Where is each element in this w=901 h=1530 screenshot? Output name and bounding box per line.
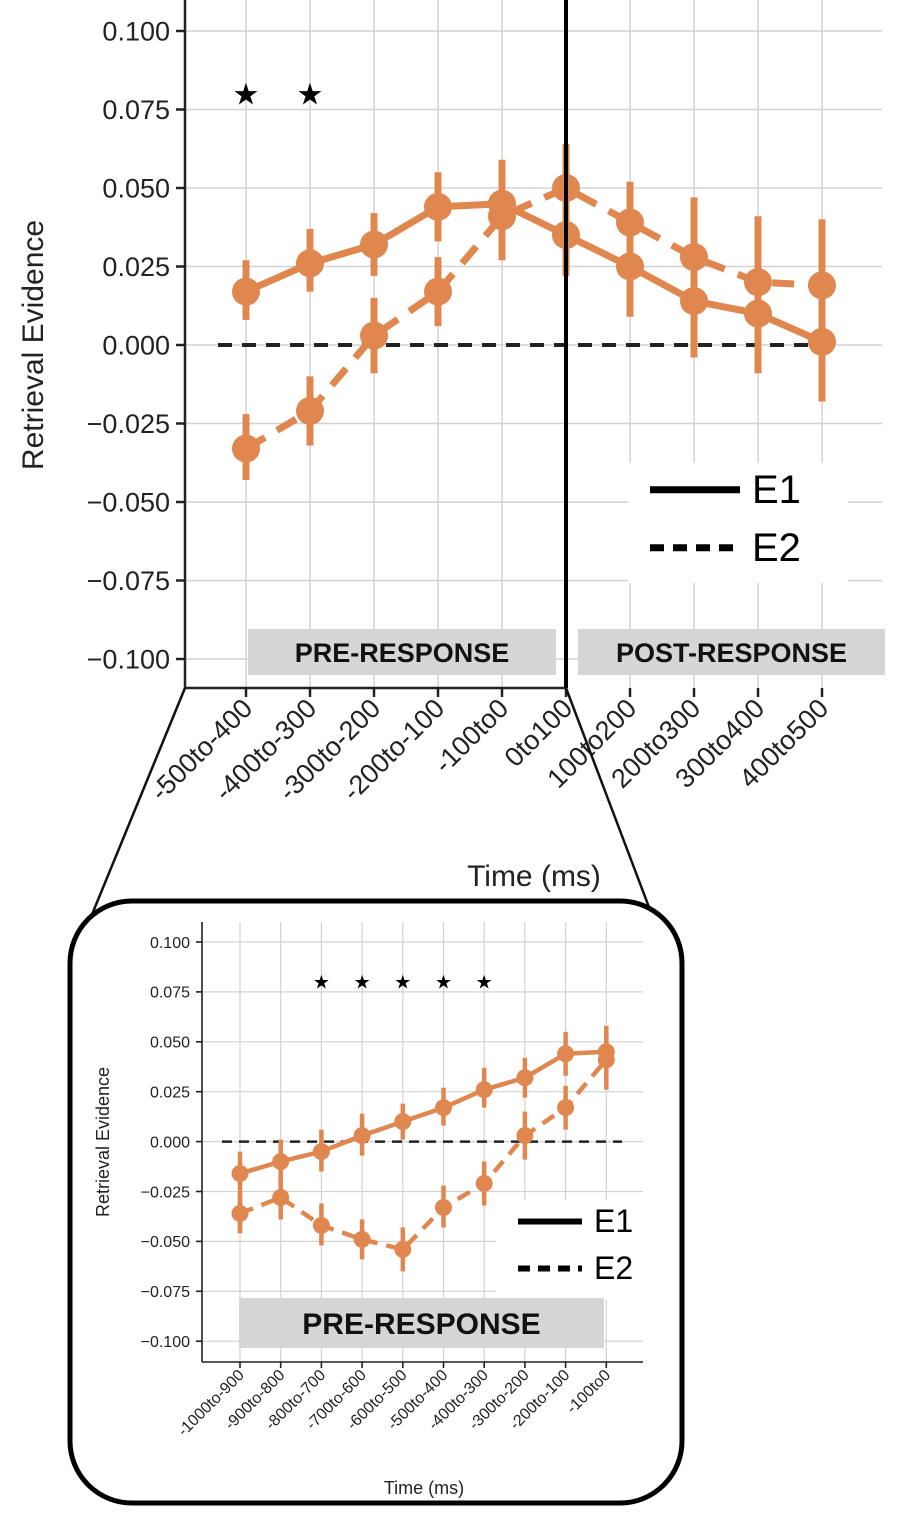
data-point	[435, 1198, 452, 1216]
data-point	[488, 202, 516, 231]
region-box	[578, 629, 885, 675]
y-tick-label: 0.025	[150, 1084, 190, 1101]
region-box	[239, 1298, 604, 1348]
y-tick-label: 0.075	[150, 985, 190, 1002]
data-point	[435, 1099, 452, 1117]
significance-star: ★	[297, 78, 324, 111]
data-point	[597, 1051, 615, 1069]
legend-label: E2	[752, 526, 801, 570]
legend-background	[628, 463, 848, 583]
y-axis-title: Retrieval Evidence	[93, 1067, 113, 1217]
y-tick-label: −0.075	[87, 566, 170, 596]
y-tick-label: 0.000	[102, 331, 170, 361]
series-line	[239, 1058, 609, 1252]
series-line	[239, 1049, 607, 1176]
data-point	[475, 1081, 493, 1099]
y-tick-label: 0.000	[150, 1134, 190, 1151]
data-point	[475, 1175, 493, 1193]
y-tick-label: 0.050	[150, 1035, 190, 1052]
data-point	[360, 230, 388, 259]
significance-star: ★	[394, 973, 411, 994]
y-tick-label: 0.100	[102, 17, 170, 47]
chart-1: PRE-RESPONSE POST-RESPONSE ★ ★ 0.100 0.075 0.0…	[17, 0, 885, 893]
data-point	[312, 1143, 330, 1161]
data-point	[272, 1188, 290, 1206]
legend-label: E1	[752, 468, 801, 512]
data-point	[232, 434, 260, 463]
significance-star: ★	[313, 973, 330, 994]
y-tick-label: −0.025	[141, 1184, 190, 1201]
data-point	[808, 271, 836, 300]
legend-background	[496, 1200, 651, 1300]
region-label: POST-RESPONSE	[616, 638, 847, 668]
y-tick-label: −0.025	[87, 409, 170, 439]
series-E1	[231, 1025, 615, 1232]
data-point	[616, 208, 644, 237]
data-point	[424, 192, 452, 221]
data-point	[424, 277, 452, 306]
legend-label: E2	[594, 1250, 633, 1286]
x-axis-title: Time (ms)	[467, 860, 601, 893]
y-tick-label: −0.100	[87, 645, 170, 675]
significance-star: ★	[476, 973, 493, 994]
y-tick-label: −0.050	[141, 1234, 190, 1251]
data-point	[516, 1069, 534, 1087]
data-point	[272, 1153, 290, 1171]
data-point	[232, 277, 260, 306]
chart-2: PRE-RESPONSE ★ ★ ★ ★ ★ 0.100 0.075 0.050 0.025 0.0…	[93, 922, 651, 1498]
data-point	[360, 321, 388, 350]
data-point	[353, 1127, 371, 1145]
y-tick-label: 0.100	[150, 935, 190, 952]
y-tick-label: −0.075	[141, 1284, 190, 1301]
data-point	[231, 1204, 249, 1222]
series-E2	[231, 1031, 615, 1272]
legend-label: E1	[594, 1203, 633, 1239]
data-point	[680, 243, 708, 272]
inset-border	[67, 898, 685, 1506]
significance-star: ★	[233, 78, 260, 111]
series-line	[244, 200, 824, 346]
data-point	[744, 268, 772, 297]
data-point	[557, 1045, 575, 1063]
y-tick-label: 0.075	[102, 95, 170, 125]
significance-star: ★	[354, 973, 371, 994]
significance-star: ★	[435, 973, 452, 994]
data-point	[312, 1216, 330, 1234]
data-point	[394, 1113, 412, 1131]
y-tick-label: −0.050	[87, 488, 170, 518]
x-axis-title: Time (ms)	[384, 1478, 464, 1498]
y-tick-label: 0.050	[102, 174, 170, 204]
y-tick-label: 0.025	[102, 252, 170, 282]
region-box	[248, 629, 556, 675]
data-point	[557, 1099, 575, 1117]
data-point	[353, 1230, 371, 1248]
data-point	[394, 1240, 412, 1258]
data-point	[296, 249, 324, 278]
data-point	[296, 396, 324, 425]
data-point	[231, 1165, 249, 1183]
y-tick-label: −0.100	[141, 1334, 190, 1351]
series-line	[244, 184, 823, 452]
region-label: PRE-RESPONSE	[302, 1308, 540, 1341]
data-point	[516, 1127, 534, 1145]
y-axis-title: Retrieval Evidence	[17, 220, 50, 470]
inset-panel	[67, 898, 685, 1506]
region-label: PRE-RESPONSE	[295, 638, 510, 668]
